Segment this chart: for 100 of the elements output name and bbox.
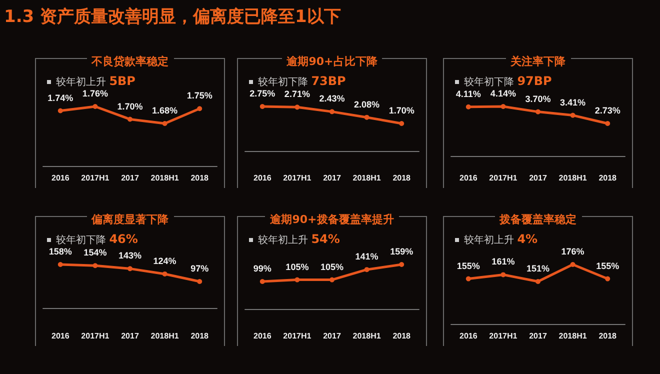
data-label: 1.70% [388, 106, 414, 116]
point [260, 279, 265, 284]
data-label: 1.74% [48, 92, 74, 103]
x-tick-label: 2017H1 [283, 174, 312, 182]
data-label: 176% [561, 246, 584, 256]
point [570, 262, 576, 267]
x-tick-label: 2018H1 [352, 332, 382, 340]
data-label: 3.41% [560, 97, 586, 108]
x-tick-label: 2016 [52, 174, 70, 182]
point [466, 104, 471, 110]
data-label: 2.71% [284, 89, 310, 100]
point [330, 277, 334, 282]
x-tick-label: 2017 [529, 332, 548, 340]
point [500, 104, 506, 109]
data-label: 1.70% [117, 101, 143, 112]
point [330, 109, 334, 114]
point [294, 277, 300, 282]
data-label: 2.43% [319, 94, 345, 104]
chart-subtitle: 较年初下降 97BP [463, 74, 552, 89]
x-tick-label: 2016 [460, 332, 478, 340]
chart-title: 逾期90+拨备覆盖率提升 [265, 213, 399, 226]
point [364, 114, 370, 120]
data-label: 159% [390, 246, 414, 256]
x-tick-label: 2016 [460, 174, 478, 182]
data-label: 4.11% [456, 88, 481, 99]
x-tick-label: 2017 [323, 332, 342, 340]
data-label: 99% [253, 264, 272, 274]
data-label: 1.76% [82, 88, 108, 98]
data-label: 3.70% [525, 94, 551, 104]
x-tick-label: 2018 [190, 332, 210, 340]
data-label: 2.73% [594, 106, 620, 116]
chart-title: 关注率下降 [506, 55, 570, 68]
chart-subtitle: 较年初下降 73BP [257, 74, 346, 89]
x-tick-label: 2017 [529, 174, 548, 182]
chart-subtitle: 较年初下降 46% [55, 232, 138, 247]
point [197, 106, 202, 112]
x-tick-label: 2016 [254, 174, 272, 182]
point [605, 276, 610, 282]
chart-title: 拨备覆盖率稳定 [494, 213, 582, 226]
data-label: 105% [320, 262, 344, 272]
data-label: 4.14% [490, 88, 516, 98]
point [128, 116, 132, 122]
x-tick-label: 2018H1 [150, 174, 180, 182]
data-label: 2.75% [250, 88, 276, 98]
data-label: 158% [48, 246, 72, 256]
data-label: 155% [596, 260, 620, 271]
x-tick-label: 2016 [52, 332, 70, 340]
point [466, 276, 471, 282]
point [399, 121, 404, 126]
point [58, 108, 63, 114]
point [399, 262, 404, 267]
text: 1.3 资产质量改善明显，偏离度已降至1以下 [4, 6, 341, 28]
data-label: 1.68% [152, 106, 178, 116]
data-label: 141% [355, 252, 378, 262]
x-tick-label: 2018 [190, 174, 210, 182]
data-label: 124% [153, 256, 176, 266]
chart-subtitle: 较年初上升 54% [257, 232, 340, 247]
point [162, 271, 168, 276]
chart-title: 不良贷款率稳定 [86, 55, 174, 68]
x-tick-label: 2018H1 [150, 332, 180, 340]
x-tick-label: 2017H1 [81, 174, 110, 182]
x-tick-label: 2017 [121, 332, 140, 340]
x-tick-label: 2017 [323, 174, 342, 182]
data-label: 155% [456, 260, 480, 271]
chart-title: 偏离度显著下降 [86, 213, 174, 226]
x-tick-label: 2016 [254, 332, 272, 340]
point [294, 104, 300, 110]
point [92, 104, 98, 109]
chart-subtitle: 较年初上升 5BP [55, 74, 136, 89]
data-label: 143% [118, 250, 142, 261]
x-tick-label: 2018 [598, 332, 618, 340]
x-tick-label: 2018H1 [558, 332, 588, 340]
x-tick-label: 2017H1 [283, 332, 312, 340]
point [260, 104, 265, 109]
point [162, 121, 168, 126]
data-label: 161% [492, 256, 515, 267]
point [128, 266, 132, 272]
data-label: 2.08% [354, 99, 380, 110]
chart-title: 逾期90+占比下降 [282, 55, 382, 68]
point [92, 263, 98, 268]
data-label: 151% [526, 264, 550, 274]
point [536, 279, 540, 284]
point [500, 272, 506, 278]
x-tick-label: 2018H1 [352, 174, 382, 182]
point [364, 267, 370, 272]
data-label: 97% [190, 264, 209, 274]
chart-subtitle: 较年初上升 4% [463, 232, 538, 247]
data-label: 1.75% [186, 90, 212, 101]
x-tick-label: 2018 [392, 332, 412, 340]
point [58, 262, 63, 267]
x-tick-label: 2017 [121, 174, 140, 182]
x-tick-label: 2017H1 [489, 174, 518, 182]
x-tick-label: 2017H1 [489, 332, 518, 340]
data-label: 105% [286, 262, 309, 272]
x-tick-label: 2017H1 [81, 332, 110, 340]
data-label: 154% [84, 248, 107, 258]
point [197, 279, 202, 284]
x-tick-label: 2018H1 [558, 174, 588, 182]
x-tick-label: 2018 [598, 174, 618, 182]
point [536, 109, 540, 114]
